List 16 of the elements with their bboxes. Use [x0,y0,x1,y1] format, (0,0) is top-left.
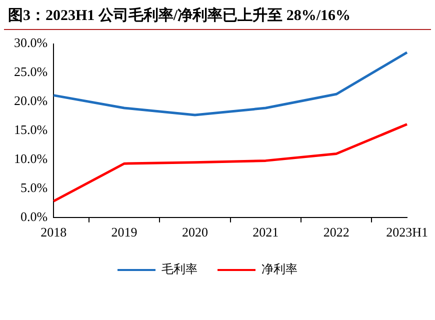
x-tick-label: 2023H1 [386,224,428,240]
x-tick-label: 2022 [323,224,350,240]
x-tick-label: 2018 [40,224,67,240]
y-tick-label: 5.0% [20,180,48,195]
y-tick-label: 15.0% [14,122,48,138]
legend-label: 净利率 [262,262,298,276]
y-tick-label: 25.0% [14,64,48,80]
x-tick-label: 2021 [252,224,279,240]
y-tick-label: 20.0% [14,93,48,108]
x-tick-label: 2020 [182,224,208,240]
x-tick-label: 2019 [111,224,138,240]
y-tick-label: 30.0% [14,35,48,50]
y-tick-label: 0.0% [20,208,48,224]
legend-label: 毛利率 [162,262,198,276]
chart-title: 图3：2023H1 公司毛利率/净利率已上升至 28%/16% [4,0,431,30]
y-tick-label: 10.0% [14,150,48,166]
